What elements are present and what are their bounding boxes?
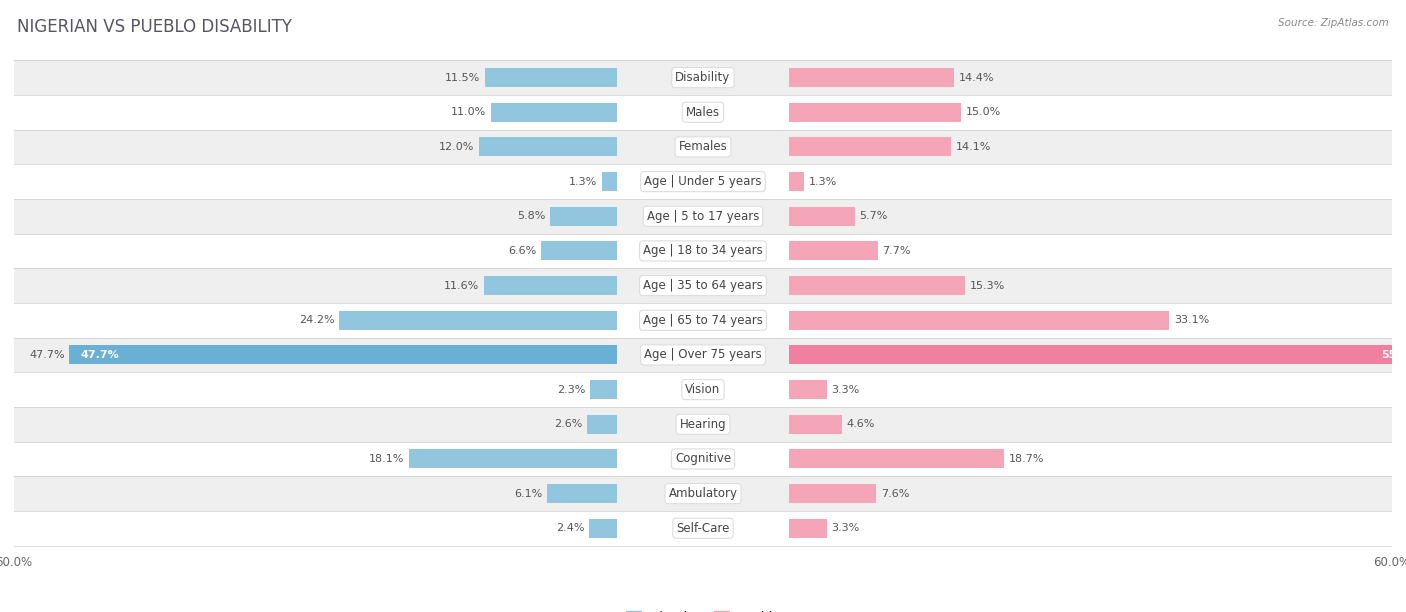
Text: 11.5%: 11.5% bbox=[444, 73, 481, 83]
Bar bbox=[14, 303, 1392, 338]
Bar bbox=[485, 68, 617, 87]
Bar bbox=[789, 380, 827, 399]
Text: 18.1%: 18.1% bbox=[370, 454, 405, 464]
Text: 33.1%: 33.1% bbox=[1174, 315, 1209, 325]
Text: 4.6%: 4.6% bbox=[846, 419, 875, 429]
Bar bbox=[491, 103, 617, 122]
Text: 6.1%: 6.1% bbox=[515, 488, 543, 499]
Text: NIGERIAN VS PUEBLO DISABILITY: NIGERIAN VS PUEBLO DISABILITY bbox=[17, 18, 292, 36]
Text: Age | 18 to 34 years: Age | 18 to 34 years bbox=[643, 244, 763, 258]
Text: 3.3%: 3.3% bbox=[831, 523, 860, 533]
Text: 55.9%: 55.9% bbox=[1381, 350, 1406, 360]
Bar bbox=[69, 345, 617, 365]
Bar bbox=[14, 234, 1392, 268]
Bar bbox=[588, 415, 617, 434]
Text: 18.7%: 18.7% bbox=[1008, 454, 1043, 464]
Text: Age | Under 5 years: Age | Under 5 years bbox=[644, 175, 762, 188]
Text: Age | 5 to 17 years: Age | 5 to 17 years bbox=[647, 210, 759, 223]
Bar bbox=[14, 130, 1392, 164]
Bar bbox=[550, 207, 617, 226]
Bar bbox=[789, 484, 876, 503]
Text: Males: Males bbox=[686, 106, 720, 119]
Bar bbox=[789, 241, 877, 261]
Bar bbox=[789, 172, 804, 191]
Bar bbox=[789, 415, 842, 434]
Bar bbox=[14, 372, 1392, 407]
Bar bbox=[789, 138, 950, 157]
Text: 2.4%: 2.4% bbox=[557, 523, 585, 533]
Text: Hearing: Hearing bbox=[679, 418, 727, 431]
Text: Age | 65 to 74 years: Age | 65 to 74 years bbox=[643, 314, 763, 327]
Text: 14.4%: 14.4% bbox=[959, 73, 994, 83]
Text: 24.2%: 24.2% bbox=[299, 315, 335, 325]
Text: 6.6%: 6.6% bbox=[508, 246, 537, 256]
Text: 47.7%: 47.7% bbox=[30, 350, 65, 360]
Text: 14.1%: 14.1% bbox=[956, 142, 991, 152]
Text: Self-Care: Self-Care bbox=[676, 522, 730, 535]
Text: 1.3%: 1.3% bbox=[808, 177, 837, 187]
Text: 5.8%: 5.8% bbox=[517, 211, 546, 222]
Text: Disability: Disability bbox=[675, 71, 731, 84]
Bar bbox=[789, 68, 955, 87]
Bar bbox=[789, 449, 1004, 468]
Text: Ambulatory: Ambulatory bbox=[668, 487, 738, 500]
Bar bbox=[789, 103, 962, 122]
Bar bbox=[547, 484, 617, 503]
Text: 2.3%: 2.3% bbox=[558, 384, 586, 395]
Text: Age | 35 to 64 years: Age | 35 to 64 years bbox=[643, 279, 763, 292]
Bar bbox=[14, 442, 1392, 476]
Bar bbox=[14, 511, 1392, 546]
Text: 7.7%: 7.7% bbox=[882, 246, 911, 256]
Bar bbox=[14, 407, 1392, 442]
Bar bbox=[484, 276, 617, 295]
Text: 15.0%: 15.0% bbox=[966, 107, 1001, 118]
Bar bbox=[591, 380, 617, 399]
Text: Age | Over 75 years: Age | Over 75 years bbox=[644, 348, 762, 362]
Bar bbox=[789, 207, 855, 226]
Bar bbox=[589, 519, 617, 538]
Legend: Nigerian, Pueblo: Nigerian, Pueblo bbox=[626, 611, 780, 612]
Text: 2.6%: 2.6% bbox=[554, 419, 582, 429]
Text: Cognitive: Cognitive bbox=[675, 452, 731, 466]
Text: 11.6%: 11.6% bbox=[444, 281, 479, 291]
Bar bbox=[14, 476, 1392, 511]
Bar bbox=[789, 519, 827, 538]
Text: Source: ZipAtlas.com: Source: ZipAtlas.com bbox=[1278, 18, 1389, 28]
Text: Females: Females bbox=[679, 140, 727, 154]
Bar bbox=[789, 311, 1170, 330]
Bar bbox=[14, 199, 1392, 234]
Bar bbox=[14, 268, 1392, 303]
Bar bbox=[14, 164, 1392, 199]
Text: 12.0%: 12.0% bbox=[439, 142, 474, 152]
Text: 3.3%: 3.3% bbox=[831, 384, 860, 395]
Bar bbox=[409, 449, 617, 468]
Bar bbox=[541, 241, 617, 261]
Text: Vision: Vision bbox=[685, 383, 721, 396]
Text: 7.6%: 7.6% bbox=[882, 488, 910, 499]
Bar bbox=[14, 95, 1392, 130]
Bar bbox=[602, 172, 617, 191]
Text: 11.0%: 11.0% bbox=[451, 107, 486, 118]
Bar bbox=[789, 276, 965, 295]
Bar bbox=[14, 338, 1392, 372]
Bar bbox=[479, 138, 617, 157]
Bar bbox=[14, 60, 1392, 95]
Text: 15.3%: 15.3% bbox=[969, 281, 1005, 291]
Bar bbox=[789, 345, 1406, 365]
Text: 1.3%: 1.3% bbox=[569, 177, 598, 187]
Bar bbox=[339, 311, 617, 330]
Text: 47.7%: 47.7% bbox=[80, 350, 120, 360]
Text: 5.7%: 5.7% bbox=[859, 211, 887, 222]
